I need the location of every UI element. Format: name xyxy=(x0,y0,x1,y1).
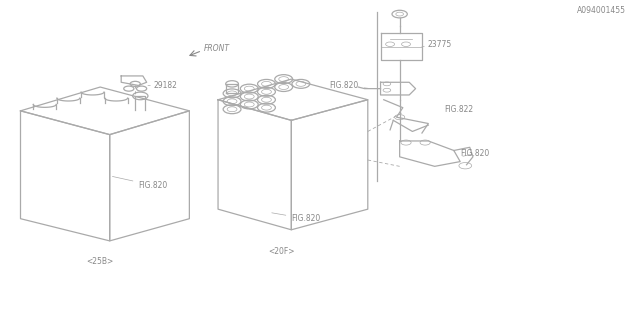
Text: A094001455: A094001455 xyxy=(577,6,626,15)
Text: FRONT: FRONT xyxy=(204,44,230,53)
Text: 29182: 29182 xyxy=(148,81,177,90)
Text: FIG.820: FIG.820 xyxy=(113,176,168,190)
Text: <20F>: <20F> xyxy=(269,247,295,257)
Text: FIG.822: FIG.822 xyxy=(444,105,474,114)
Text: FIG.820: FIG.820 xyxy=(330,81,368,90)
Text: FIG.820: FIG.820 xyxy=(460,149,490,158)
Text: 23775: 23775 xyxy=(422,40,451,49)
Text: FIG.820: FIG.820 xyxy=(272,213,321,223)
Text: <25B>: <25B> xyxy=(86,257,114,266)
